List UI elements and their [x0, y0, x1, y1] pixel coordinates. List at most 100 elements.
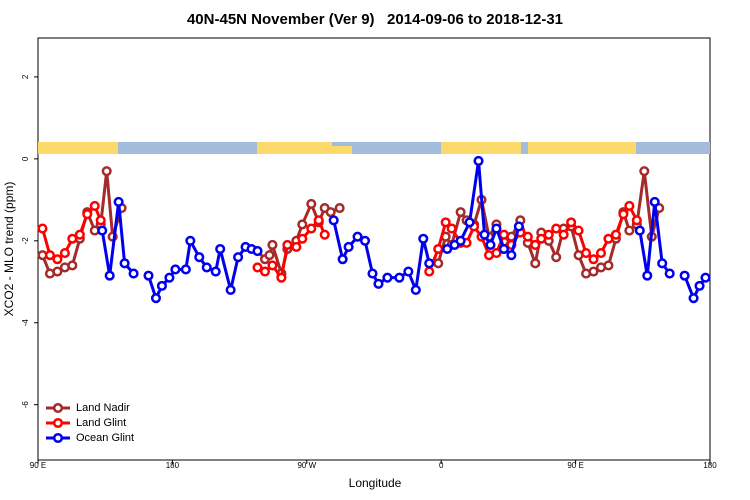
- data-point: [522, 231, 533, 242]
- data-point: [639, 166, 650, 177]
- data-point: [433, 258, 444, 269]
- data-point: [491, 223, 502, 234]
- data-point: [418, 233, 429, 244]
- data-point: [267, 239, 278, 250]
- x-tick-label: 180: [166, 461, 180, 470]
- data-point: [267, 260, 278, 271]
- data-point: [337, 254, 348, 265]
- data-point: [52, 266, 63, 277]
- data-point: [440, 217, 451, 228]
- data-point: [215, 243, 226, 255]
- data-point: [558, 229, 569, 240]
- data-point: [536, 233, 547, 244]
- data-point: [610, 229, 621, 240]
- y-tick-label: -6: [21, 401, 30, 409]
- data-point: [573, 225, 584, 236]
- data-point: [455, 235, 466, 246]
- data-point: [446, 223, 457, 234]
- data-point: [37, 223, 48, 234]
- data-point: [588, 266, 599, 277]
- data-point: [74, 229, 85, 240]
- data-point: [313, 215, 324, 226]
- data-point: [291, 241, 302, 253]
- data-point: [252, 245, 263, 257]
- data-point: [479, 229, 490, 240]
- legend-label: Land Nadir: [76, 402, 130, 414]
- x-axis-label: Longitude: [349, 476, 402, 490]
- data-point: [210, 266, 221, 277]
- legend-swatch-marker: [52, 402, 64, 414]
- data-point: [113, 196, 124, 207]
- data-point: [259, 266, 271, 277]
- data-point: [618, 209, 629, 220]
- data-point: [67, 233, 78, 244]
- x-tick-label: 90 E: [30, 461, 46, 470]
- data-point: [82, 209, 93, 220]
- data-point: [59, 248, 70, 259]
- data-point: [306, 223, 317, 234]
- data-point: [464, 217, 475, 228]
- data-point: [455, 207, 466, 218]
- land-ocean-strip: [38, 142, 710, 154]
- data-point: [631, 215, 642, 226]
- data-point: [276, 272, 287, 283]
- data-point: [424, 266, 435, 277]
- data-point: [104, 270, 115, 281]
- data-point: [530, 239, 541, 250]
- data-point: [700, 272, 711, 283]
- legend-label: Land Glint: [76, 417, 126, 429]
- data-point: [513, 221, 524, 232]
- data-point: [233, 252, 244, 263]
- legend-label: Ocean Glint: [76, 432, 134, 444]
- data-point: [150, 293, 162, 304]
- data-point: [352, 231, 363, 242]
- x-tick-label: 0: [439, 461, 444, 470]
- data-point: [297, 233, 308, 244]
- data-point: [201, 262, 212, 273]
- data-point: [328, 215, 339, 226]
- data-point: [543, 229, 554, 240]
- data-point: [424, 258, 435, 269]
- x-tick-label: 90 E: [567, 461, 583, 470]
- data-point: [382, 272, 393, 283]
- data-point: [373, 278, 384, 289]
- y-axis-label: XCO2 - MLO trend (ppm): [2, 182, 16, 317]
- data-point: [143, 270, 154, 281]
- data-point: [252, 262, 263, 273]
- data-point: [306, 198, 317, 209]
- data-point: [95, 215, 106, 226]
- data-point: [603, 233, 614, 244]
- data-point: [603, 260, 614, 271]
- data-point: [319, 229, 330, 240]
- legend-swatch-marker: [52, 432, 64, 444]
- data-point: [551, 252, 562, 263]
- data-point: [634, 225, 645, 236]
- data-point: [367, 268, 378, 279]
- data-point: [624, 200, 635, 212]
- data-point: [485, 239, 496, 250]
- data-point: [44, 250, 55, 261]
- data-point: [694, 280, 705, 291]
- data-point: [624, 225, 635, 236]
- data-point: [119, 258, 130, 269]
- data-point: [403, 266, 414, 277]
- x-tick-label: 180: [703, 461, 717, 470]
- data-point: [170, 264, 181, 275]
- data-point: [264, 250, 275, 261]
- data-point: [688, 293, 699, 304]
- data-point: [642, 270, 653, 281]
- data-point: [194, 252, 205, 263]
- data-point: [442, 243, 453, 255]
- y-tick-label: 2: [21, 74, 30, 79]
- data-point: [410, 284, 421, 296]
- data-point: [164, 272, 175, 283]
- data-point: [498, 243, 509, 255]
- x-tick-label: 90 W: [297, 461, 316, 470]
- data-point: [530, 258, 541, 269]
- y-tick-label: -4: [21, 319, 30, 327]
- data-point: [506, 250, 517, 261]
- legend-swatch-marker: [52, 417, 64, 429]
- data-point: [649, 196, 660, 207]
- data-point: [498, 229, 509, 240]
